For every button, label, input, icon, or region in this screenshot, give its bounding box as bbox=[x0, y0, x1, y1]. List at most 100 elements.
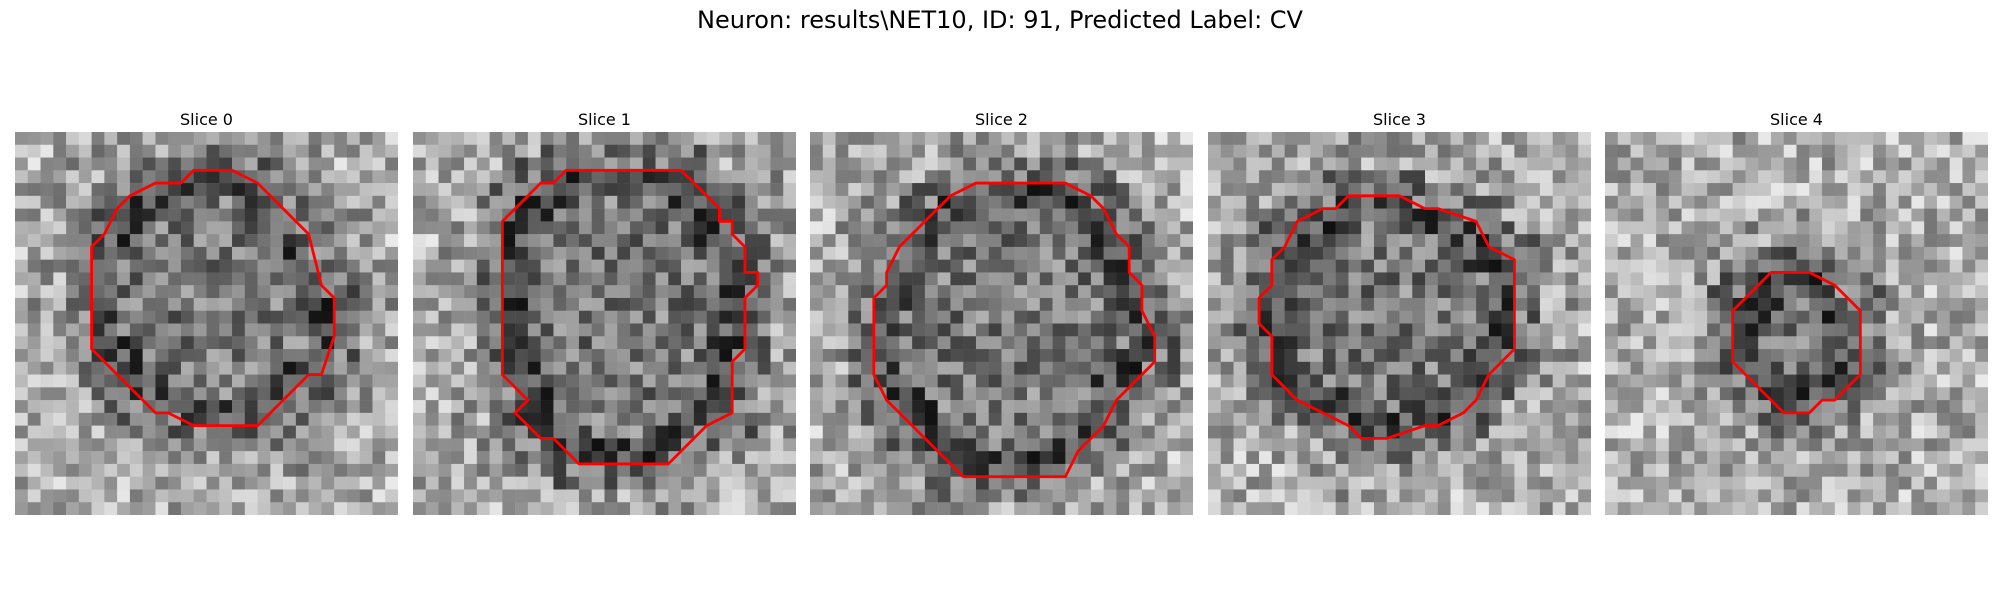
pixel bbox=[1322, 208, 1336, 222]
pixel bbox=[129, 400, 143, 414]
pixel bbox=[1297, 476, 1311, 490]
pixel bbox=[1373, 361, 1387, 375]
pixel bbox=[1027, 246, 1041, 260]
pixel bbox=[1373, 374, 1387, 388]
pixel bbox=[1412, 336, 1426, 350]
pixel bbox=[129, 463, 143, 477]
pixel bbox=[1745, 132, 1759, 146]
pixel bbox=[53, 502, 67, 515]
pixel bbox=[924, 361, 938, 375]
pixel bbox=[1488, 221, 1502, 235]
pixel bbox=[1180, 374, 1193, 388]
pixel bbox=[975, 183, 989, 197]
pixel bbox=[1898, 132, 1912, 146]
pixel bbox=[1167, 132, 1181, 146]
pixel bbox=[1873, 349, 1887, 363]
pixel bbox=[655, 272, 669, 286]
pixel bbox=[295, 349, 309, 363]
pixel bbox=[168, 387, 182, 401]
pixel bbox=[1488, 170, 1502, 184]
pixel bbox=[1719, 400, 1733, 414]
pixel bbox=[886, 183, 900, 197]
pixel bbox=[1873, 412, 1887, 426]
pixel bbox=[1527, 183, 1541, 197]
pixel bbox=[425, 208, 439, 222]
pixel bbox=[630, 361, 644, 375]
pixel bbox=[257, 157, 271, 171]
pixel bbox=[1873, 208, 1887, 222]
pixel bbox=[1039, 259, 1053, 273]
pixel bbox=[770, 361, 784, 375]
pixel bbox=[117, 310, 131, 324]
pixel bbox=[244, 451, 258, 465]
pixel bbox=[617, 310, 631, 324]
pixel bbox=[334, 285, 348, 299]
pixel bbox=[168, 425, 182, 439]
pixel bbox=[1450, 157, 1464, 171]
pixel bbox=[848, 451, 862, 465]
pixel bbox=[270, 157, 284, 171]
pixel bbox=[1898, 195, 1912, 209]
pixel bbox=[385, 259, 398, 273]
pixel bbox=[1322, 476, 1336, 490]
pixel bbox=[1796, 259, 1810, 273]
pixel bbox=[66, 438, 80, 452]
pixel bbox=[1796, 221, 1810, 235]
pixel bbox=[1911, 463, 1925, 477]
pixel bbox=[1758, 234, 1772, 248]
pixel bbox=[257, 234, 271, 248]
pixel bbox=[1527, 259, 1541, 273]
pixel bbox=[1450, 221, 1464, 235]
pixel bbox=[1039, 323, 1053, 337]
pixel bbox=[1707, 336, 1721, 350]
pixel bbox=[681, 425, 695, 439]
pixel bbox=[359, 412, 373, 426]
pixel bbox=[732, 310, 746, 324]
pixel bbox=[1412, 157, 1426, 171]
pixel bbox=[1039, 400, 1053, 414]
pixel bbox=[1246, 297, 1260, 311]
pixel bbox=[810, 374, 824, 388]
pixel bbox=[810, 489, 824, 503]
pixel bbox=[566, 234, 580, 248]
pixel bbox=[1501, 221, 1515, 235]
pixel bbox=[308, 221, 322, 235]
pixel bbox=[1271, 489, 1285, 503]
pixel bbox=[40, 297, 54, 311]
pixel bbox=[1745, 183, 1759, 197]
pixel bbox=[104, 285, 118, 299]
pixel bbox=[257, 336, 271, 350]
pixel-grid bbox=[810, 132, 1193, 515]
pixel bbox=[1412, 221, 1426, 235]
pixel bbox=[1271, 132, 1285, 146]
pixel bbox=[1758, 438, 1772, 452]
pixel bbox=[757, 310, 771, 324]
pixel bbox=[1027, 259, 1041, 273]
pixel bbox=[1539, 144, 1553, 158]
pixel bbox=[1141, 425, 1155, 439]
pixel bbox=[1450, 476, 1464, 490]
pixel bbox=[693, 272, 707, 286]
pixel bbox=[975, 170, 989, 184]
pixel bbox=[757, 246, 771, 260]
pixel bbox=[617, 246, 631, 260]
pixel bbox=[40, 323, 54, 337]
pixel bbox=[873, 438, 887, 452]
pixel bbox=[1834, 489, 1848, 503]
pixel bbox=[1885, 183, 1899, 197]
pixel bbox=[1220, 246, 1234, 260]
pixel bbox=[1437, 374, 1451, 388]
pixel bbox=[515, 438, 529, 452]
pixel bbox=[1284, 323, 1298, 337]
pixel bbox=[1437, 463, 1451, 477]
pixel bbox=[1078, 310, 1092, 324]
pixel bbox=[1090, 285, 1104, 299]
pixel bbox=[193, 272, 207, 286]
pixel bbox=[1834, 208, 1848, 222]
pixel bbox=[1386, 183, 1400, 197]
pixel bbox=[757, 502, 771, 515]
pixel bbox=[783, 310, 796, 324]
pixel bbox=[1745, 221, 1759, 235]
pixel bbox=[1578, 400, 1591, 414]
pixel bbox=[283, 310, 297, 324]
